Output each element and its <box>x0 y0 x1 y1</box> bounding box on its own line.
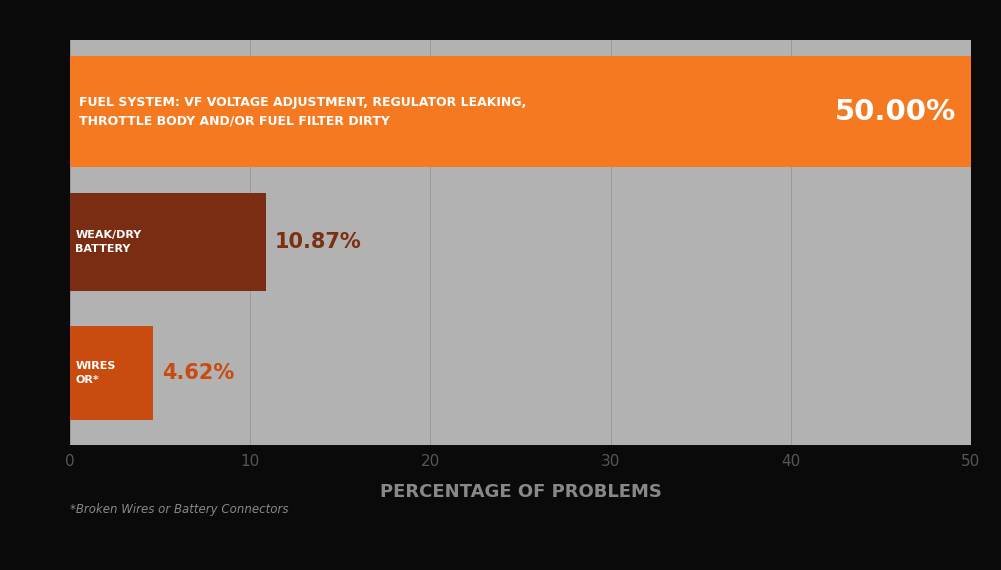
Bar <box>70 56 971 167</box>
Text: 10.87%: 10.87% <box>275 232 361 253</box>
Bar <box>70 326 153 420</box>
Text: 50.00%: 50.00% <box>835 97 957 126</box>
Text: FUEL SYSTEM: VF VOLTAGE ADJUSTMENT, REGULATOR LEAKING,
THROTTLE BODY AND/OR FUEL: FUEL SYSTEM: VF VOLTAGE ADJUSTMENT, REGU… <box>79 96 527 127</box>
Text: 4.62%: 4.62% <box>162 363 234 383</box>
Text: WIRES
OR*: WIRES OR* <box>75 361 116 385</box>
Text: WEAK/DRY
BATTERY: WEAK/DRY BATTERY <box>75 230 142 254</box>
X-axis label: PERCENTAGE OF PROBLEMS: PERCENTAGE OF PROBLEMS <box>379 483 662 501</box>
Text: *Broken Wires or Battery Connectors: *Broken Wires or Battery Connectors <box>70 503 288 516</box>
Bar <box>70 193 266 291</box>
